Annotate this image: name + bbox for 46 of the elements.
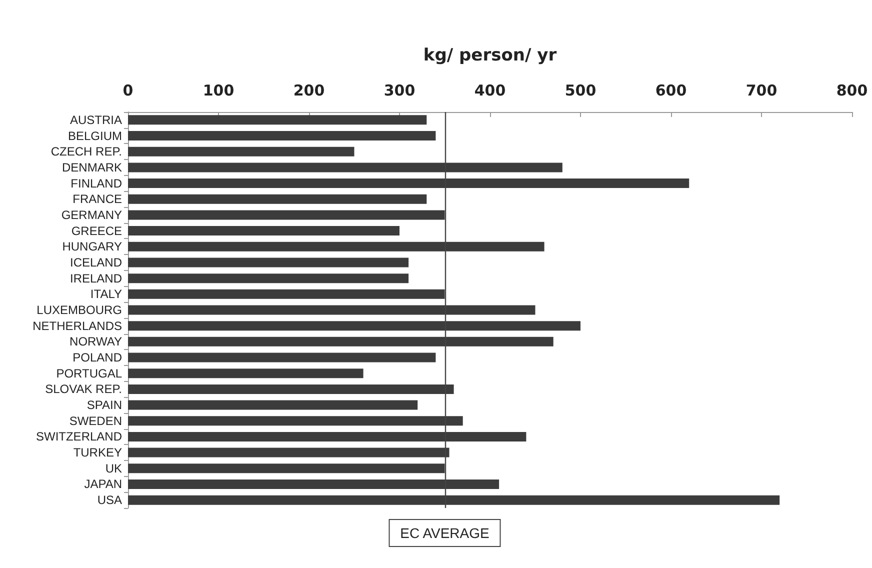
y-tick-label: UK xyxy=(105,461,122,476)
bar xyxy=(128,194,427,204)
y-tick-label: TURKEY xyxy=(73,446,122,460)
y-tick-label: AUSTRIA xyxy=(70,112,122,127)
y-tick-label: GERMANY xyxy=(61,208,122,222)
x-tick-label: 800 xyxy=(836,82,868,100)
bar xyxy=(128,400,418,410)
y-tick-label: NETHERLANDS xyxy=(32,318,122,333)
y-tick-label: CZECH REP. xyxy=(50,144,122,159)
y-tick-label: POLAND xyxy=(72,350,122,365)
bar xyxy=(128,352,436,362)
x-tick-label: 600 xyxy=(655,82,687,100)
y-tick-label: FINLAND xyxy=(70,176,122,190)
y-tick-label: SPAIN xyxy=(86,398,122,412)
bar xyxy=(128,146,354,156)
y-tick-label: DENMARK xyxy=(62,160,122,174)
x-axis-title: kg/ person/ yr xyxy=(423,46,558,66)
y-tick-label: PORTUGAL xyxy=(56,366,122,380)
x-tick-label: 500 xyxy=(564,82,596,100)
y-tick-label: BELGIUM xyxy=(68,128,122,143)
y-tick-label: GREECE xyxy=(71,224,122,238)
y-tick-label: ICELAND xyxy=(70,255,122,270)
y-tick-label: NORWAY xyxy=(70,334,122,349)
ref-line-label: EC AVERAGE xyxy=(400,525,490,541)
bar xyxy=(128,226,400,236)
y-tick-label: JAPAN xyxy=(84,477,122,492)
bar xyxy=(128,131,436,141)
bar xyxy=(128,258,409,268)
y-tick-label: ITALY xyxy=(90,287,122,302)
bar xyxy=(128,368,364,378)
x-tick-label: 400 xyxy=(474,82,506,100)
y-tick-label: USA xyxy=(97,493,122,508)
y-tick-label: FRANCE xyxy=(72,192,122,206)
x-tick-label: 0 xyxy=(122,82,134,100)
y-tick-label: LUXEMBOURG xyxy=(36,303,122,317)
x-tick-label: 700 xyxy=(746,82,778,100)
bar xyxy=(128,274,409,284)
x-tick-label: 300 xyxy=(384,82,416,100)
y-tick-label: SWITZERLAND xyxy=(36,430,122,444)
bar xyxy=(128,115,427,125)
y-tick-label: HUNGARY xyxy=(62,240,122,254)
y-tick-label: IRELAND xyxy=(70,271,122,286)
y-tick-label: SWEDEN xyxy=(69,414,122,428)
y-tick-label: SLOVAK REP. xyxy=(45,382,122,396)
x-tick-label: 100 xyxy=(202,82,234,100)
x-tick-label: 200 xyxy=(293,82,325,100)
